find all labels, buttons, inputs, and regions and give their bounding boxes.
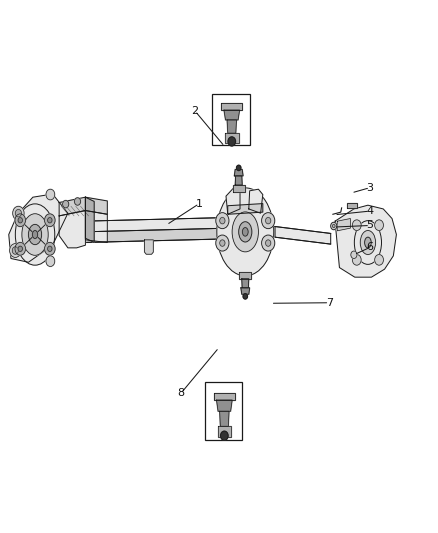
Circle shape bbox=[13, 206, 24, 220]
Text: 8: 8 bbox=[177, 389, 184, 398]
Polygon shape bbox=[337, 219, 350, 231]
Circle shape bbox=[220, 217, 225, 224]
Circle shape bbox=[46, 256, 55, 266]
Circle shape bbox=[228, 137, 236, 146]
Polygon shape bbox=[145, 240, 153, 254]
Circle shape bbox=[15, 243, 25, 255]
Circle shape bbox=[10, 244, 21, 257]
Circle shape bbox=[18, 246, 22, 252]
Circle shape bbox=[374, 255, 383, 265]
Circle shape bbox=[353, 255, 361, 265]
Circle shape bbox=[45, 214, 55, 227]
Ellipse shape bbox=[232, 212, 258, 252]
Polygon shape bbox=[228, 204, 263, 214]
Circle shape bbox=[261, 235, 275, 251]
Polygon shape bbox=[216, 400, 232, 411]
Circle shape bbox=[220, 240, 225, 246]
Ellipse shape bbox=[360, 230, 375, 255]
Ellipse shape bbox=[239, 222, 252, 242]
Circle shape bbox=[351, 251, 357, 259]
Ellipse shape bbox=[32, 230, 38, 239]
Polygon shape bbox=[233, 185, 245, 192]
Text: 1: 1 bbox=[196, 199, 203, 208]
Text: 2: 2 bbox=[191, 106, 198, 116]
Circle shape bbox=[331, 222, 337, 230]
Polygon shape bbox=[224, 110, 240, 120]
Circle shape bbox=[243, 294, 247, 299]
Circle shape bbox=[63, 200, 69, 208]
Circle shape bbox=[237, 165, 241, 171]
Polygon shape bbox=[83, 228, 230, 243]
Circle shape bbox=[48, 217, 52, 223]
Polygon shape bbox=[275, 227, 331, 244]
Ellipse shape bbox=[15, 204, 55, 265]
Polygon shape bbox=[242, 279, 249, 288]
Circle shape bbox=[12, 247, 18, 254]
Polygon shape bbox=[335, 205, 396, 277]
Text: 7: 7 bbox=[326, 298, 333, 308]
Circle shape bbox=[216, 213, 229, 229]
Polygon shape bbox=[227, 120, 237, 133]
Circle shape bbox=[48, 246, 52, 252]
Circle shape bbox=[265, 217, 271, 224]
Circle shape bbox=[265, 240, 271, 246]
Polygon shape bbox=[225, 133, 239, 143]
Polygon shape bbox=[226, 188, 240, 214]
Polygon shape bbox=[241, 288, 250, 294]
Polygon shape bbox=[234, 169, 243, 176]
Ellipse shape bbox=[243, 228, 248, 236]
Circle shape bbox=[15, 214, 25, 227]
Polygon shape bbox=[85, 197, 107, 214]
Circle shape bbox=[46, 189, 55, 200]
Polygon shape bbox=[59, 197, 85, 216]
Polygon shape bbox=[218, 426, 231, 438]
Polygon shape bbox=[249, 189, 263, 213]
Circle shape bbox=[216, 235, 229, 251]
Text: 3: 3 bbox=[367, 183, 374, 192]
Circle shape bbox=[353, 220, 361, 230]
Circle shape bbox=[74, 198, 81, 205]
Text: 4: 4 bbox=[367, 206, 374, 216]
Polygon shape bbox=[347, 203, 357, 208]
Circle shape bbox=[18, 217, 22, 223]
Ellipse shape bbox=[364, 237, 371, 248]
Text: 6: 6 bbox=[367, 243, 374, 252]
Ellipse shape bbox=[22, 214, 48, 255]
Bar bbox=[212, 94, 250, 145]
Polygon shape bbox=[85, 211, 107, 243]
Polygon shape bbox=[239, 272, 251, 279]
Text: 5: 5 bbox=[367, 221, 374, 230]
Polygon shape bbox=[85, 197, 94, 243]
Bar bbox=[205, 382, 242, 440]
Polygon shape bbox=[59, 211, 85, 248]
Polygon shape bbox=[235, 176, 242, 185]
Ellipse shape bbox=[28, 224, 42, 245]
Circle shape bbox=[15, 209, 21, 217]
Circle shape bbox=[374, 220, 383, 230]
Circle shape bbox=[261, 213, 275, 229]
Polygon shape bbox=[83, 217, 230, 232]
Polygon shape bbox=[219, 411, 229, 426]
Polygon shape bbox=[214, 392, 235, 400]
Ellipse shape bbox=[217, 188, 274, 276]
Circle shape bbox=[221, 431, 228, 440]
Ellipse shape bbox=[354, 221, 381, 264]
Circle shape bbox=[332, 224, 335, 228]
Polygon shape bbox=[9, 194, 68, 262]
Polygon shape bbox=[221, 103, 242, 110]
Circle shape bbox=[45, 243, 55, 255]
